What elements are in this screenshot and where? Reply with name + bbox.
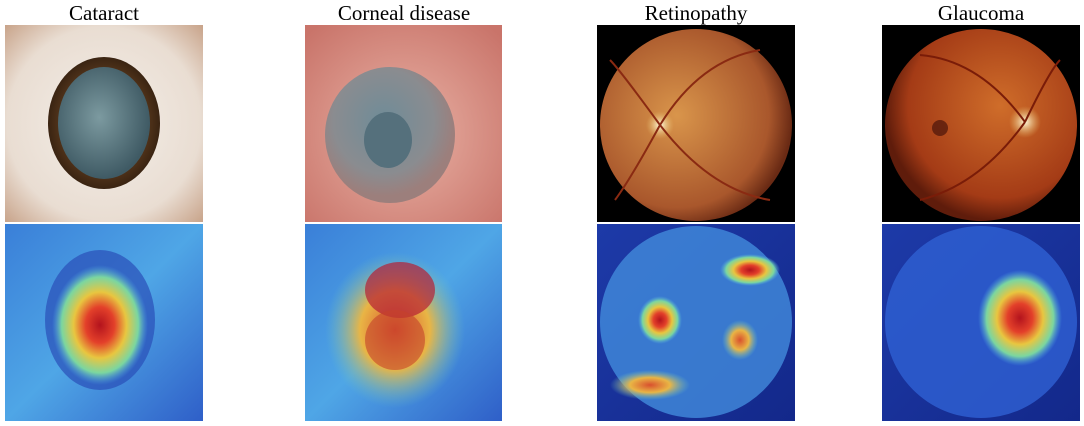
column-title: Cataract bbox=[69, 1, 139, 25]
column-title: Retinopathy bbox=[644, 1, 748, 25]
column-title: Corneal disease bbox=[337, 1, 471, 25]
column-title: Glaucoma bbox=[937, 1, 1025, 25]
